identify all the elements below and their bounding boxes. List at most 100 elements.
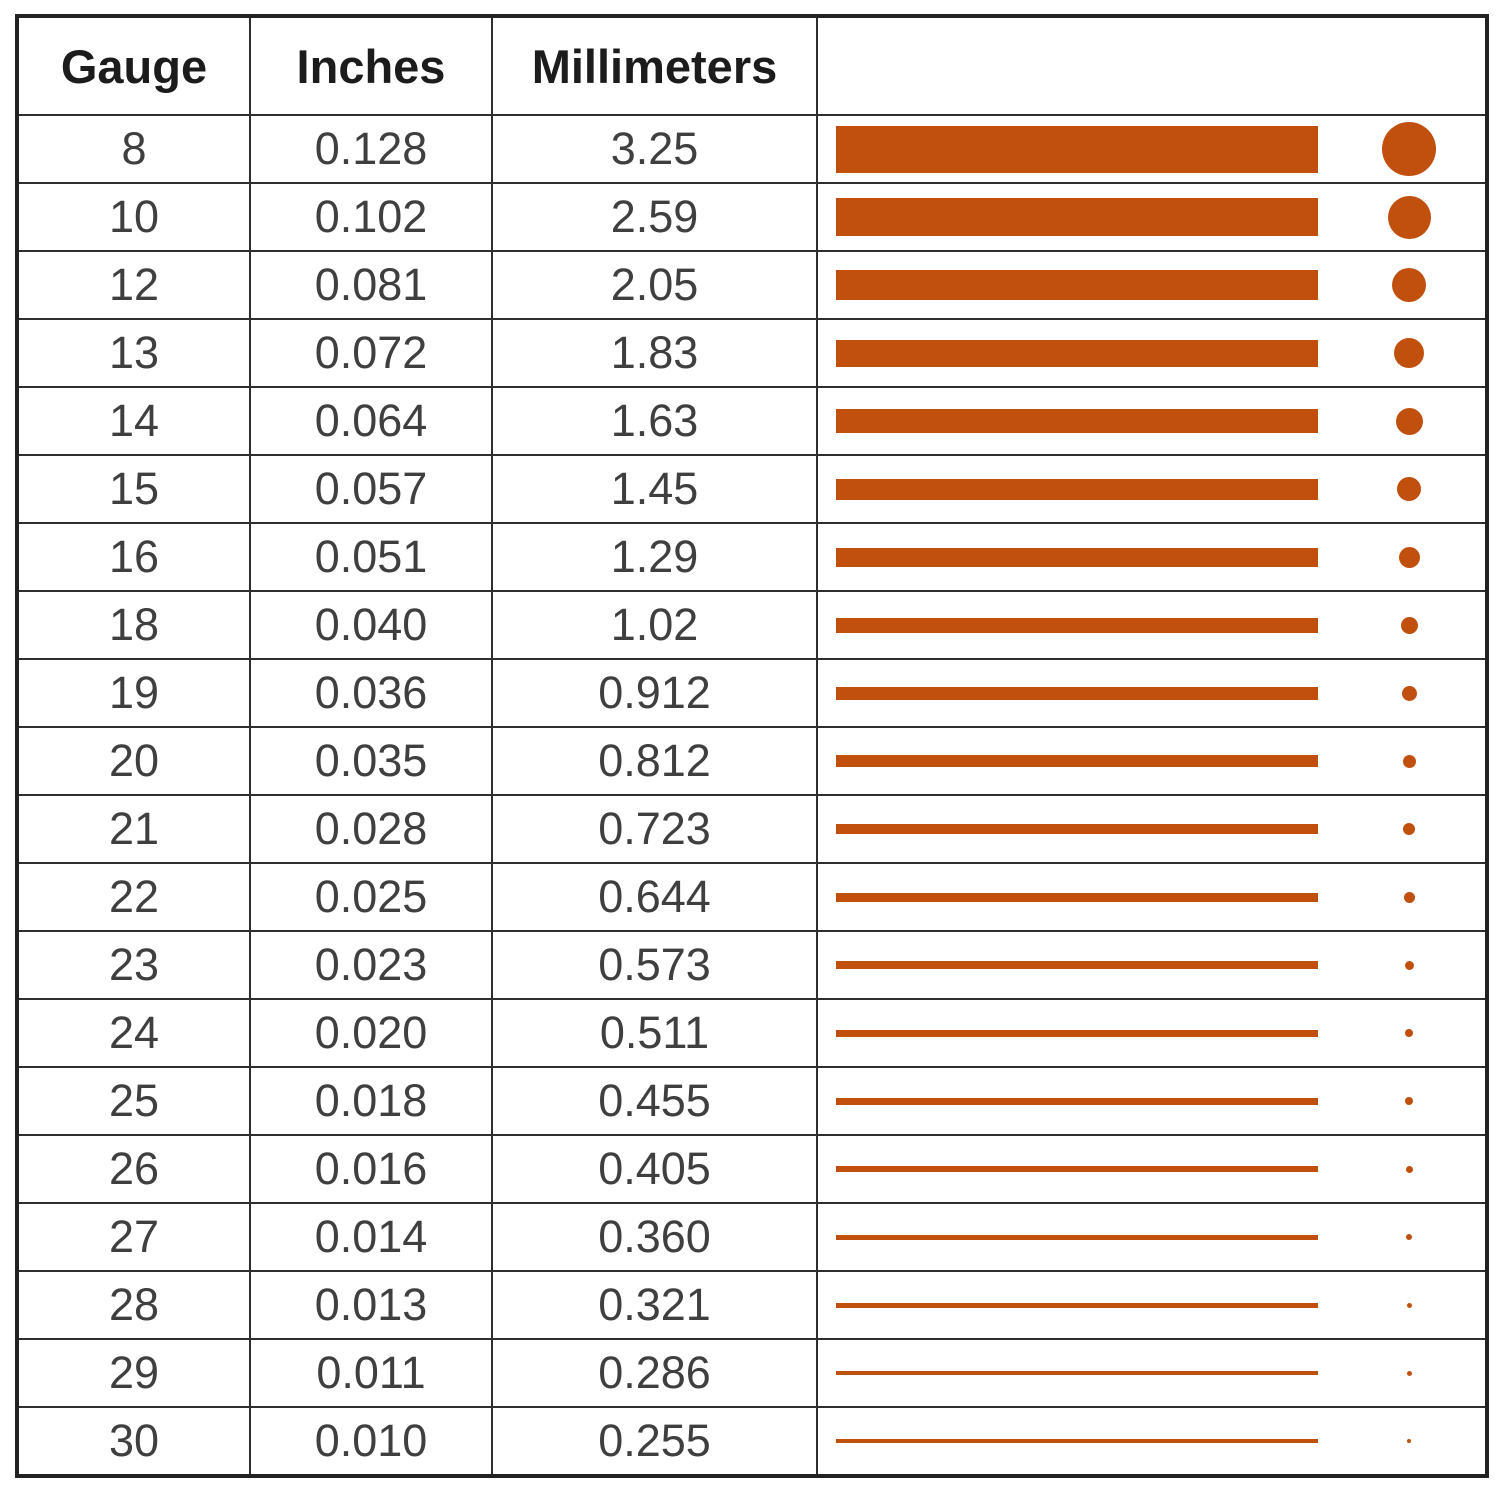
wire-dot-wrap <box>1379 459 1439 519</box>
gauge-cell: 14 <box>16 386 251 456</box>
wire-diameter-dot <box>1405 1097 1413 1105</box>
wire-diameter-dot <box>1404 960 1414 970</box>
inches-cell: 0.036 <box>249 658 493 728</box>
table-row: 25 0.018 0.455 <box>16 1066 1488 1136</box>
inches-cell: 0.072 <box>249 318 493 388</box>
gauge-cell: 21 <box>16 794 251 864</box>
inches-cell: 0.011 <box>249 1338 493 1408</box>
wire-diameter-dot <box>1397 477 1421 501</box>
wire-thickness-bar <box>836 1097 1318 1105</box>
wire-visual-cell <box>816 386 1488 456</box>
inches-cell: 0.014 <box>249 1202 493 1272</box>
mm-cell: 2.59 <box>491 182 818 252</box>
wire-thickness-bar <box>836 824 1318 834</box>
wire-visual-cell <box>816 454 1488 524</box>
mm-cell: 1.83 <box>491 318 818 388</box>
inches-cell: 0.057 <box>249 454 493 524</box>
table-row: 28 0.013 0.321 <box>16 1270 1488 1340</box>
gauge-cell: 19 <box>16 658 251 728</box>
wire-visual <box>819 865 1485 929</box>
inches-cell: 0.023 <box>249 930 493 1000</box>
table-row: 18 0.040 1.02 <box>16 590 1488 660</box>
table-row: 16 0.051 1.29 <box>16 522 1488 592</box>
inches-cell: 0.064 <box>249 386 493 456</box>
inches-cell: 0.051 <box>249 522 493 592</box>
table-row: 26 0.016 0.405 <box>16 1134 1488 1204</box>
wire-visual <box>819 1205 1485 1269</box>
wire-visual-cell <box>816 1066 1488 1136</box>
inches-cell: 0.040 <box>249 590 493 660</box>
wire-thickness-bar <box>836 892 1318 902</box>
gauge-cell: 13 <box>16 318 251 388</box>
wire-visual-cell <box>816 1338 1488 1408</box>
wire-dot-wrap <box>1379 187 1439 247</box>
wire-dot-wrap <box>1379 799 1439 859</box>
inches-cell: 0.013 <box>249 1270 493 1340</box>
inches-cell: 0.102 <box>249 182 493 252</box>
gauge-cell: 16 <box>16 522 251 592</box>
wire-diameter-dot <box>1395 407 1423 435</box>
wire-thickness-bar <box>836 547 1318 567</box>
wire-diameter-dot <box>1401 685 1417 701</box>
wire-thickness-bar <box>836 1029 1318 1037</box>
wire-diameter-dot <box>1398 546 1420 568</box>
wire-visual <box>819 1341 1485 1405</box>
inches-cell: 0.020 <box>249 998 493 1068</box>
gauge-cell: 15 <box>16 454 251 524</box>
wire-visual <box>819 253 1485 317</box>
wire-visual <box>819 729 1485 793</box>
table-row: 10 0.102 2.59 <box>16 182 1488 252</box>
wire-visual <box>819 117 1485 181</box>
wire-visual <box>819 1001 1485 1065</box>
table-row: 22 0.025 0.644 <box>16 862 1488 932</box>
col-header-gauge: Gauge <box>16 15 251 116</box>
wire-dot-wrap <box>1379 1003 1439 1063</box>
wire-visual-cell <box>816 1202 1488 1272</box>
wire-visual-cell <box>816 250 1488 320</box>
wire-thickness-bar <box>836 125 1318 173</box>
inches-cell: 0.035 <box>249 726 493 796</box>
inches-cell: 0.018 <box>249 1066 493 1136</box>
wire-visual <box>819 1137 1485 1201</box>
mm-cell: 2.05 <box>491 250 818 320</box>
table-row: 19 0.036 0.912 <box>16 658 1488 728</box>
wire-visual <box>819 593 1485 657</box>
wire-visual-cell <box>816 590 1488 660</box>
wire-dot-wrap <box>1379 867 1439 927</box>
table-row: 12 0.081 2.05 <box>16 250 1488 320</box>
wire-dot-wrap <box>1379 1275 1439 1335</box>
mm-cell: 0.455 <box>491 1066 818 1136</box>
table-row: 29 0.011 0.286 <box>16 1338 1488 1408</box>
wire-visual <box>819 525 1485 589</box>
wire-visual <box>819 933 1485 997</box>
wire-visual-cell <box>816 794 1488 864</box>
col-header-millimeters: Millimeters <box>491 15 818 116</box>
wire-visual <box>819 457 1485 521</box>
wire-visual-cell <box>816 114 1488 184</box>
wire-thickness-bar <box>836 1234 1318 1240</box>
wire-thickness-bar <box>836 1439 1318 1443</box>
wire-dot-wrap <box>1379 255 1439 315</box>
inches-cell: 0.081 <box>249 250 493 320</box>
mm-cell: 0.286 <box>491 1338 818 1408</box>
gauge-cell: 23 <box>16 930 251 1000</box>
gauge-cell: 28 <box>16 1270 251 1340</box>
gauge-cell: 27 <box>16 1202 251 1272</box>
gauge-cell: 24 <box>16 998 251 1068</box>
wire-diameter-dot <box>1392 268 1426 302</box>
wire-thickness-bar <box>836 1302 1318 1308</box>
mm-cell: 0.723 <box>491 794 818 864</box>
wire-thickness-bar <box>836 198 1318 236</box>
wire-visual <box>819 321 1485 385</box>
table-row: 13 0.072 1.83 <box>16 318 1488 388</box>
wire-dot-wrap <box>1379 323 1439 383</box>
table-row: 15 0.057 1.45 <box>16 454 1488 524</box>
wire-visual <box>819 185 1485 249</box>
wire-diameter-dot <box>1406 1302 1412 1308</box>
mm-cell: 0.573 <box>491 930 818 1000</box>
table-row: 24 0.020 0.511 <box>16 998 1488 1068</box>
gauge-cell: 30 <box>16 1406 251 1477</box>
wire-thickness-bar <box>836 339 1318 367</box>
wire-thickness-bar <box>836 755 1318 767</box>
wire-dot-wrap <box>1379 1343 1439 1403</box>
